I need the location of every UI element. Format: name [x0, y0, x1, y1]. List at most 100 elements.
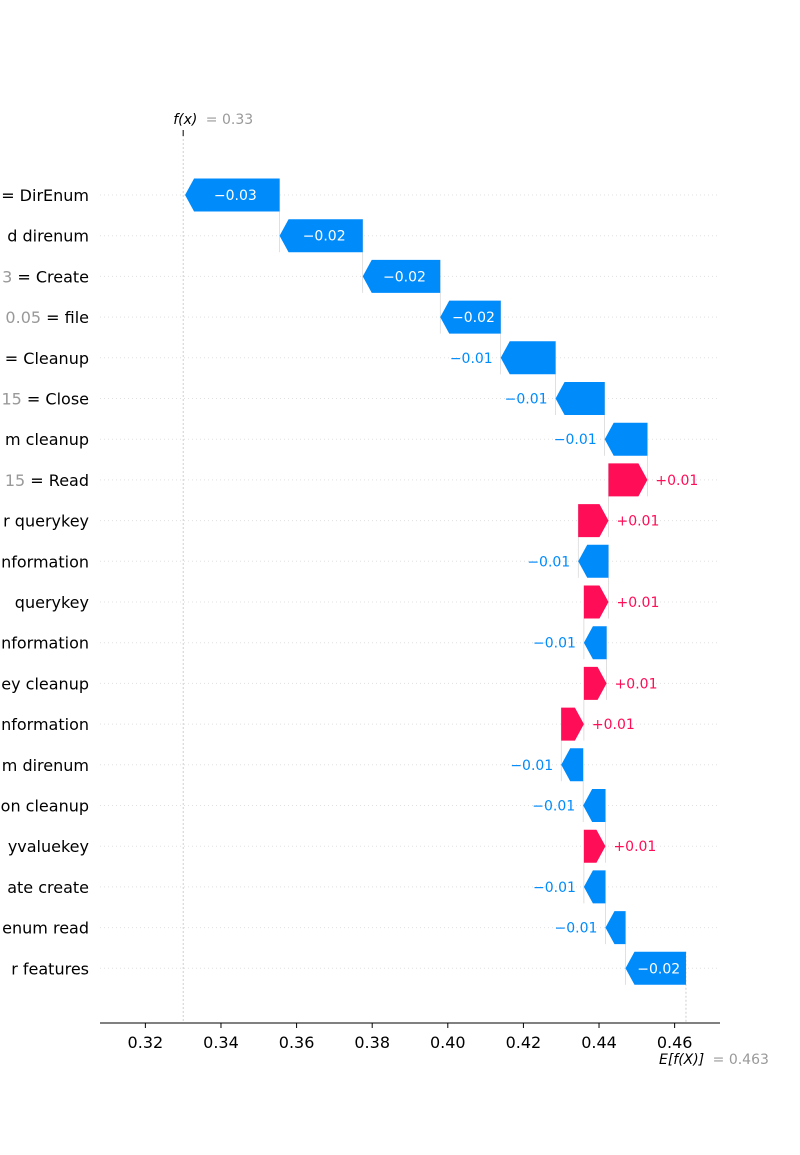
positive-bar — [561, 707, 584, 741]
negative-bar — [583, 626, 607, 660]
feature-name: r querykey — [3, 512, 89, 531]
x-tick-label: 0.36 — [279, 1033, 315, 1052]
feature-name: d direnum — [7, 227, 89, 246]
feature-value: 15 — [5, 471, 30, 490]
feature-label: on cleanup — [1, 797, 89, 816]
negative-bar — [578, 544, 609, 578]
feature-name: on cleanup — [1, 797, 89, 816]
negative-bar — [185, 178, 280, 212]
negative-bar — [561, 748, 584, 782]
x-axis: 0.32 0.34 0.36 0.38 0.40 0.42 0.44 0.46 — [100, 1022, 720, 1052]
feature-label: r querykey — [3, 512, 89, 531]
bars: −0.03 −0.02 −0.02 −0.02 −0.01 −0.01 −0.01 +0.01… — [185, 178, 698, 985]
feature-name: enum read — [2, 919, 89, 938]
fx-label: f(x) = 0.33 — [173, 112, 253, 128]
negative-bar — [605, 911, 626, 945]
positive-bar — [578, 504, 609, 538]
bar-value-label: +0.01 — [615, 676, 658, 692]
bar-value-label: −0.01 — [505, 392, 548, 408]
feature-name: nformation — [1, 715, 89, 734]
feature-label: 0.05 = file — [5, 308, 89, 327]
feature-name: = Close — [27, 390, 89, 409]
negative-bar — [500, 341, 556, 375]
feature-name: = file — [46, 308, 89, 327]
negative-bar — [555, 382, 605, 415]
negative-bar — [583, 870, 606, 904]
x-tick-label: 0.42 — [506, 1033, 542, 1052]
bar-value-label: +0.01 — [613, 839, 656, 855]
bar-value-label: −0.01 — [510, 758, 553, 774]
bar-value-label: −0.03 — [214, 188, 257, 204]
x-tick-label: 0.32 — [128, 1033, 164, 1052]
ex-name: E[f(X)] — [659, 1052, 704, 1068]
feature-label: 15 = Close — [1, 390, 89, 409]
feature-name: = Create — [17, 267, 89, 286]
x-tick-label: 0.38 — [354, 1033, 390, 1052]
feature-label: = DirEnum — [1, 186, 89, 205]
bar-value-label: −0.01 — [554, 432, 597, 448]
feature-name: r features — [11, 959, 89, 978]
negative-bar — [625, 951, 686, 985]
bar-value-label: −0.02 — [383, 269, 426, 285]
positive-bar — [583, 829, 606, 863]
feature-name: = DirEnum — [1, 186, 89, 205]
feature-label: m direnum — [2, 756, 89, 775]
feature-name: ey cleanup — [1, 674, 89, 693]
feature-label: 15 = Read — [5, 471, 89, 490]
feature-label: ate create — [7, 878, 89, 897]
positive-bar — [583, 666, 607, 700]
bar-value-label: −0.02 — [303, 229, 346, 245]
feature-value: 15 — [1, 390, 26, 409]
fx-value: = 0.33 — [206, 112, 253, 128]
negative-bar — [604, 422, 648, 456]
feature-label: nformation — [1, 634, 89, 653]
feature-value: 0.05 — [5, 308, 46, 327]
bar-value-label: −0.01 — [450, 351, 493, 367]
negative-bar — [279, 219, 363, 253]
negative-bar — [440, 300, 501, 334]
bar-value-label: +0.01 — [655, 473, 698, 489]
feature-label: d direnum — [7, 227, 89, 246]
feature-name: = Read — [30, 471, 89, 490]
feature-value: 3 — [2, 267, 17, 286]
bar-value-label: −0.01 — [527, 554, 570, 570]
feature-label: enum read — [2, 919, 89, 938]
expected-value-annotation: E[f(X)] = 0.463 — [659, 1052, 769, 1068]
ex-value: = 0.463 — [713, 1052, 769, 1068]
bar-value-label: +0.01 — [616, 595, 659, 611]
feature-name: yvaluekey — [8, 837, 89, 856]
feature-name: nformation — [1, 634, 89, 653]
positive-bar — [583, 585, 609, 619]
fx-name: f(x) — [173, 112, 197, 128]
x-tick-label: 0.46 — [657, 1033, 693, 1052]
feature-label: nformation — [1, 715, 89, 734]
feature-name: nformation — [1, 552, 89, 571]
bar-value-label: −0.02 — [637, 961, 680, 977]
feature-label: 3 = Create — [2, 267, 89, 286]
x-tick-label: 0.40 — [430, 1033, 466, 1052]
feature-name: ate create — [7, 878, 89, 897]
fx-annotation: f(x) = 0.33 — [173, 112, 253, 136]
ex-label: E[f(X)] = 0.463 — [659, 1052, 769, 1068]
feature-label: querykey — [15, 593, 89, 612]
bar-value-label: +0.01 — [592, 717, 635, 733]
feature-name: = Cleanup — [5, 349, 89, 368]
feature-label: nformation — [1, 552, 89, 571]
bar-value-label: −0.02 — [452, 310, 495, 326]
negative-bar — [362, 259, 441, 293]
feature-name: querykey — [15, 593, 89, 612]
bar-value-label: +0.01 — [616, 514, 659, 530]
feature-name: m direnum — [2, 756, 89, 775]
feature-label: ey cleanup — [1, 674, 89, 693]
feature-name: m cleanup — [5, 430, 89, 449]
bar-value-label: −0.01 — [533, 636, 576, 652]
positive-bar — [608, 463, 648, 497]
feature-label: yvaluekey — [8, 837, 89, 856]
bar-value-label: −0.01 — [532, 799, 575, 815]
bar-value-label: −0.01 — [555, 921, 598, 937]
feature-label: = Cleanup — [5, 349, 89, 368]
x-tick-label: 0.44 — [581, 1033, 617, 1052]
feature-label: r features — [11, 959, 89, 978]
